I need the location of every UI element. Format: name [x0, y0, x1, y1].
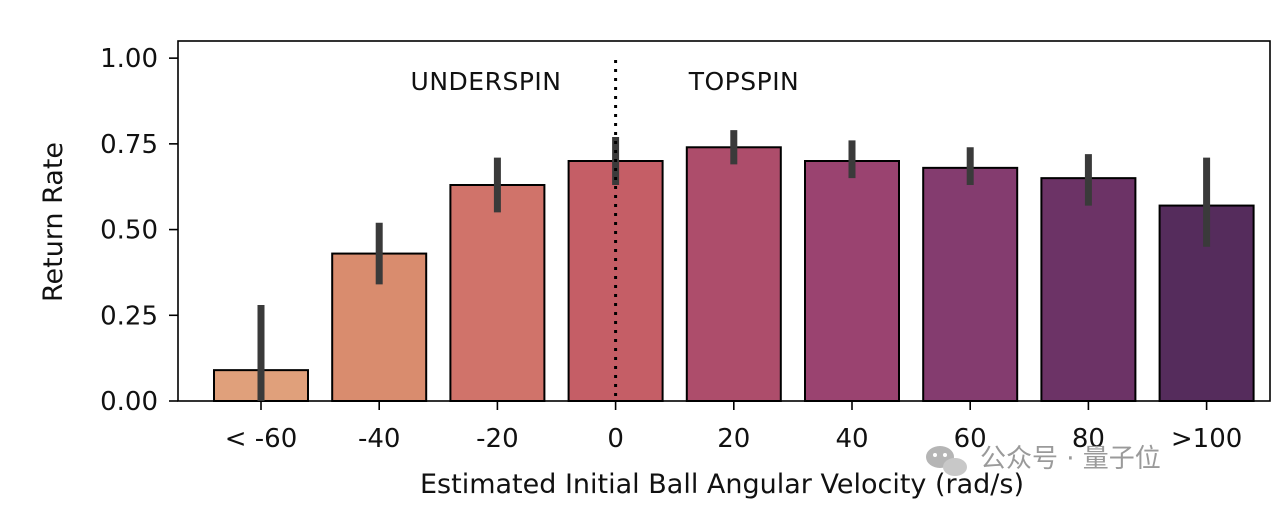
y-axis-ticks: 0.00 0.25 0.50 0.75 1.00 — [100, 44, 178, 417]
x-axis-label: Estimated Initial Ball Angular Velocity … — [420, 469, 1024, 500]
x-tick-label-0: < -60 — [225, 424, 298, 454]
bar-4 — [685, 146, 782, 402]
y-axis-label: Return Rate — [38, 142, 69, 302]
x-tick-label-8: >100 — [1171, 424, 1242, 454]
x-tick-label-7: 80 — [1072, 424, 1105, 454]
x-tick-label-6: 60 — [954, 424, 987, 454]
bar-6 — [922, 166, 1019, 402]
y-tick-label-1: 0.25 — [100, 301, 158, 331]
x-tick-label-3: 0 — [607, 424, 624, 454]
watermark-text: 公众号 · 量子位 — [980, 444, 1161, 474]
x-tick-label-5: 40 — [835, 424, 868, 454]
bar-2 — [449, 184, 546, 402]
x-tick-label-1: -40 — [358, 424, 400, 454]
bar-5 — [804, 160, 900, 402]
watermark: 公众号 · 量子位 — [926, 444, 1161, 476]
y-tick-label-0: 0.00 — [100, 387, 158, 417]
annotation-underspin: UNDERSPIN — [411, 67, 562, 96]
x-tick-label-4: 20 — [717, 424, 750, 454]
annotation-topspin: TOPSPIN — [688, 67, 800, 96]
y-tick-label-2: 0.50 — [100, 216, 158, 246]
x-axis-ticks: < -60 -40 -20 0 20 40 60 80 >100 — [225, 401, 1242, 454]
bars-group — [213, 146, 1255, 402]
wechat-icon — [926, 446, 967, 476]
bar-7 — [1040, 177, 1137, 402]
x-tick-label-2: -20 — [476, 424, 518, 454]
y-tick-label-4: 1.00 — [100, 44, 158, 74]
y-tick-label-3: 0.75 — [100, 130, 158, 160]
